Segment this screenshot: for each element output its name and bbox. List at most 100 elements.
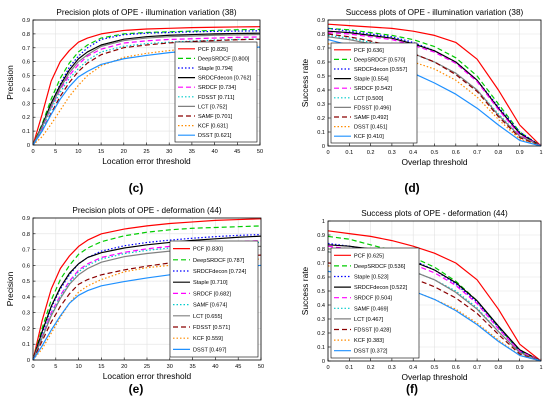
legend-entry: SAMF [0.701] <box>198 114 233 120</box>
x-axis-label: Overlap threshold <box>401 372 467 382</box>
x-axis-label: Location error threshold <box>102 156 191 166</box>
y-tick-label: 0.5 <box>317 289 325 295</box>
x-tick-label: 0 <box>326 150 329 156</box>
legend-entry: LCT [0.752] <box>198 104 228 110</box>
legend-entry: SAMF [0.492] <box>354 115 389 121</box>
y-tick-label: 1 <box>322 219 325 225</box>
y-tick-label: 0.6 <box>317 60 325 66</box>
x-tick-label: 1 <box>539 365 542 371</box>
y-tick-label: 0.8 <box>317 247 325 253</box>
series-line <box>32 36 261 146</box>
x-tick-label: 45 <box>235 364 241 370</box>
x-tick-label: 0.6 <box>452 365 460 371</box>
legend-entry: SRDCFdecon [0.522] <box>354 285 408 291</box>
y-tick-label: 0.9 <box>317 233 325 239</box>
series-line <box>327 23 542 147</box>
legend-entry: DSST [0.451] <box>354 125 388 131</box>
series-line <box>32 241 262 361</box>
x-tick-label: 35 <box>189 149 195 155</box>
y-tick-label: 0.6 <box>22 60 30 66</box>
y-tick-label: 0.5 <box>22 74 30 80</box>
y-tick-label: 0.8 <box>317 32 325 38</box>
y-tick-label: 0.1 <box>317 345 325 351</box>
legend: PCF [0.625] DeepSRDCF [0.536] Staple [0.52… <box>330 247 420 359</box>
y-tick-label: 0.9 <box>317 18 325 24</box>
legend-entry: Staple [0.794] <box>198 66 233 72</box>
y-tick-label: 0 <box>322 144 325 150</box>
y-tick-label: 0.5 <box>317 74 325 80</box>
series-line <box>32 225 262 361</box>
legend-entry: DeepSRDCF [0.787] <box>193 258 245 264</box>
panel-label-e: (e) <box>129 382 144 396</box>
x-tick-label: 0 <box>31 364 34 370</box>
y-tick-label: 0.7 <box>317 46 325 52</box>
x-tick-label: 50 <box>258 364 264 370</box>
x-axis-label: Location error threshold <box>103 371 192 381</box>
y-axis-label: Success rate <box>300 266 310 315</box>
legend-entry: SRDCF [0.682] <box>193 291 231 297</box>
legend-entry: SRDCF [0.504] <box>354 296 392 302</box>
x-tick-label: 25 <box>144 364 150 370</box>
series-line <box>32 44 261 146</box>
y-tick-label: 0.3 <box>22 311 30 317</box>
series-line <box>32 38 261 146</box>
x-tick-label: 15 <box>98 364 104 370</box>
legend-entry: LCT [0.500] <box>354 96 384 102</box>
y-tick-label: 0.4 <box>22 295 30 301</box>
x-tick-label: 20 <box>121 149 127 155</box>
chart-title: Success plots of OPE - illumination vari… <box>346 8 524 17</box>
legend-entry: DSST [0.621] <box>198 133 232 139</box>
y-tick-label: 0.2 <box>22 115 30 121</box>
series-line <box>327 32 542 147</box>
legend-entry: FDSST [0.711] <box>198 95 235 101</box>
y-tick-label: 0.1 <box>22 342 30 348</box>
x-tick-label: 0.2 <box>367 150 375 156</box>
series-line <box>327 33 542 147</box>
y-tick-label: 0.2 <box>22 326 30 332</box>
y-tick-label: 0.7 <box>22 46 30 52</box>
x-tick-label: 30 <box>167 364 173 370</box>
legend-entry: KCF [0.631] <box>198 124 228 130</box>
x-tick-label: 0.7 <box>473 150 481 156</box>
series-line <box>327 34 542 147</box>
y-tick-label: 0.1 <box>22 129 30 135</box>
legend-entry: FDSST [0.571] <box>193 325 230 331</box>
chart-title: Precision plots of OPE - deformation (44… <box>72 206 222 215</box>
series-line <box>32 235 262 361</box>
x-tick-label: 0.2 <box>367 365 375 371</box>
series-line <box>32 258 262 361</box>
x-tick-label: 40 <box>211 149 217 155</box>
legend-entry: Staple [0.523] <box>354 275 389 281</box>
legend-entry: PCF [0.636] <box>354 48 384 54</box>
x-tick-label: 0.8 <box>495 150 503 156</box>
y-axis-label: Precision <box>5 65 15 100</box>
y-tick-label: 0.9 <box>22 216 30 222</box>
chart-illumination-success: 0 0.1 0.2 0.3 0.4 0.5 0.6 0.7 0.8 0.9 1 0 0.1 0.2 0.3 0… <box>300 8 543 167</box>
x-tick-label: 0.1 <box>345 365 353 371</box>
chart-deformation-precision: 0 5 10 15 20 25 30 35 40 45 50 0 0.1 0.2 0.3 0.4 0.5 0.6 0… <box>5 206 264 381</box>
legend-entry: LCT [0.467] <box>354 317 384 323</box>
legend: PCF [0.830] DeepSRDCF [0.787] SRDCFdecon [… <box>169 240 259 358</box>
x-tick-label: 0.6 <box>452 150 460 156</box>
x-tick-label: 15 <box>98 149 104 155</box>
plot-frame <box>32 19 261 146</box>
legend-entry: SRDCF [0.734] <box>198 85 236 91</box>
x-tick-label: 5 <box>54 149 57 155</box>
legend: PCF [0.636] DeepSRDCF [0.570] SRDCFdecon [… <box>330 42 418 144</box>
y-tick-label: 0.2 <box>317 331 325 337</box>
legend-entry: SAMF [0.674] <box>193 303 228 309</box>
y-tick-label: 0 <box>27 143 30 149</box>
y-tick-label: 0.7 <box>317 261 325 267</box>
y-tick-label: 0.3 <box>317 102 325 108</box>
y-tick-label: 0.5 <box>22 279 30 285</box>
legend-entry: DSST [0.497] <box>193 347 227 353</box>
x-tick-label: 10 <box>75 364 81 370</box>
legend-entry: PCF [0.830] <box>193 247 223 253</box>
plot-frame <box>32 217 262 361</box>
y-tick-label: 0.8 <box>22 32 30 38</box>
legend-entry: DSST [0.372] <box>354 349 388 355</box>
x-tick-label: 0.9 <box>516 150 524 156</box>
y-tick-label: 0.6 <box>317 275 325 281</box>
x-tick-label: 1 <box>539 150 542 156</box>
